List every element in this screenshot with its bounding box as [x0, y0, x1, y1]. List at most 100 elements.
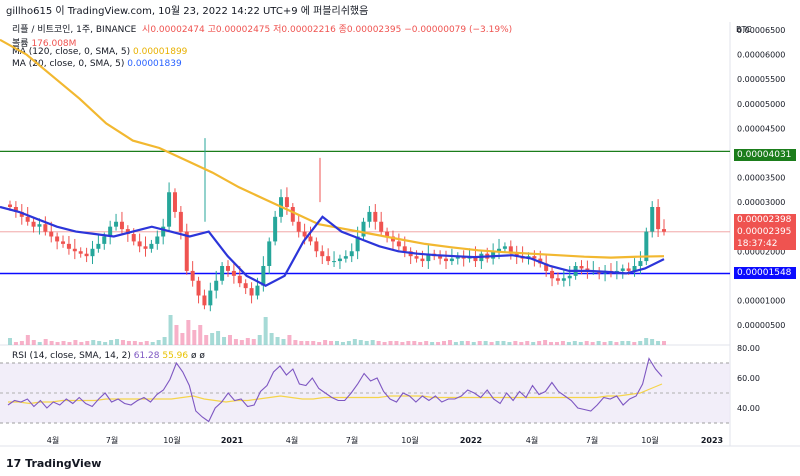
- candle-body[interactable]: [402, 246, 407, 252]
- candle-body[interactable]: [78, 251, 83, 254]
- candle-body[interactable]: [66, 243, 71, 249]
- candle-body[interactable]: [196, 280, 201, 296]
- candle-body[interactable]: [302, 231, 307, 237]
- candle-body[interactable]: [43, 224, 48, 232]
- candle-body[interactable]: [473, 256, 478, 262]
- candle-body[interactable]: [202, 295, 207, 306]
- candle-body[interactable]: [114, 221, 119, 227]
- candle-body[interactable]: [155, 236, 160, 244]
- candle-body[interactable]: [131, 234, 136, 242]
- candle-body[interactable]: [125, 229, 130, 235]
- candle-body[interactable]: [149, 243, 154, 249]
- candle-body[interactable]: [255, 285, 260, 296]
- candle-body[interactable]: [178, 211, 183, 232]
- candle-body[interactable]: [420, 258, 425, 262]
- x-tick-label: 2023: [701, 436, 723, 445]
- candle-body[interactable]: [267, 241, 272, 266]
- candle-body[interactable]: [190, 270, 195, 281]
- candle-body[interactable]: [208, 290, 213, 306]
- candle-body[interactable]: [261, 266, 266, 286]
- candle-body[interactable]: [243, 283, 248, 289]
- candle-body[interactable]: [102, 236, 107, 244]
- candle-body[interactable]: [585, 268, 590, 271]
- candle-body[interactable]: [72, 248, 77, 252]
- candle-body[interactable]: [320, 251, 325, 257]
- candle-body[interactable]: [314, 241, 319, 252]
- candle-body[interactable]: [226, 266, 230, 271]
- candle-body[interactable]: [284, 197, 289, 207]
- candle-body[interactable]: [61, 241, 66, 244]
- y-tick-label: 0.00001000: [737, 296, 785, 305]
- candle-body[interactable]: [172, 192, 177, 212]
- candle-body[interactable]: [249, 288, 254, 296]
- candle-body[interactable]: [361, 221, 366, 237]
- candle-body[interactable]: [620, 268, 625, 271]
- candle-body[interactable]: [650, 207, 655, 232]
- candle-body[interactable]: [8, 204, 12, 207]
- candle-body[interactable]: [632, 266, 637, 271]
- candle-body[interactable]: [108, 226, 113, 237]
- candle-body[interactable]: [237, 275, 242, 284]
- candle-body[interactable]: [373, 211, 378, 222]
- candle-body[interactable]: [567, 275, 572, 279]
- candle-body[interactable]: [31, 221, 36, 227]
- candle-body[interactable]: [231, 270, 236, 276]
- candle-body[interactable]: [444, 258, 448, 262]
- candle-body[interactable]: [119, 221, 124, 230]
- candle-body[interactable]: [37, 224, 42, 227]
- candle-body[interactable]: [638, 261, 643, 266]
- candle-body[interactable]: [137, 241, 142, 247]
- candle-body[interactable]: [184, 231, 189, 271]
- candle-body[interactable]: [502, 246, 507, 249]
- candle-body[interactable]: [579, 266, 584, 269]
- candle-body[interactable]: [532, 256, 537, 259]
- candle-body[interactable]: [544, 263, 549, 271]
- candle-body[interactable]: [296, 221, 301, 232]
- candle-body[interactable]: [644, 231, 649, 262]
- candle-body[interactable]: [55, 236, 60, 242]
- candle-body[interactable]: [308, 236, 313, 242]
- candle-body[interactable]: [25, 216, 30, 222]
- candle-body[interactable]: [385, 231, 390, 237]
- candle-body[interactable]: [497, 248, 502, 252]
- candle-body[interactable]: [90, 248, 95, 257]
- candle-body[interactable]: [84, 253, 89, 257]
- candle-body[interactable]: [379, 221, 384, 232]
- candle-body[interactable]: [367, 211, 372, 222]
- volume-bar: [388, 341, 393, 345]
- candle-body[interactable]: [656, 207, 661, 230]
- candle-body[interactable]: [332, 261, 337, 263]
- candle-body[interactable]: [662, 229, 666, 232]
- candle-body[interactable]: [491, 251, 496, 259]
- candle-body[interactable]: [396, 241, 401, 247]
- candle-body[interactable]: [167, 192, 172, 227]
- y-tick-label: 0.00003000: [737, 198, 785, 207]
- candle-body[interactable]: [273, 216, 278, 242]
- candle-body[interactable]: [19, 211, 24, 217]
- candle-body[interactable]: [96, 243, 101, 249]
- candle-body[interactable]: [438, 256, 443, 259]
- candle-body[interactable]: [214, 280, 219, 291]
- candle-body[interactable]: [626, 268, 631, 271]
- candle-body[interactable]: [220, 266, 225, 281]
- candle-body[interactable]: [343, 256, 348, 259]
- candle-body[interactable]: [337, 258, 342, 262]
- candle-body[interactable]: [161, 226, 166, 237]
- candle-body[interactable]: [349, 251, 354, 257]
- tradingview-logo[interactable]: 𝟭𝟳 TradingView: [6, 457, 101, 470]
- candle-body[interactable]: [326, 256, 331, 262]
- candle-body[interactable]: [143, 246, 148, 249]
- candle-body[interactable]: [49, 231, 54, 237]
- candle-body[interactable]: [290, 207, 295, 222]
- candle-body[interactable]: [550, 270, 555, 279]
- candle-body[interactable]: [426, 253, 431, 262]
- volume-bar: [91, 340, 96, 345]
- candle-body[interactable]: [355, 236, 360, 252]
- candle-body[interactable]: [449, 258, 454, 262]
- candle-body[interactable]: [508, 246, 513, 254]
- candle-body[interactable]: [414, 256, 419, 259]
- candle-body[interactable]: [13, 207, 18, 212]
- candle-body[interactable]: [561, 278, 566, 281]
- candle-body[interactable]: [555, 278, 560, 281]
